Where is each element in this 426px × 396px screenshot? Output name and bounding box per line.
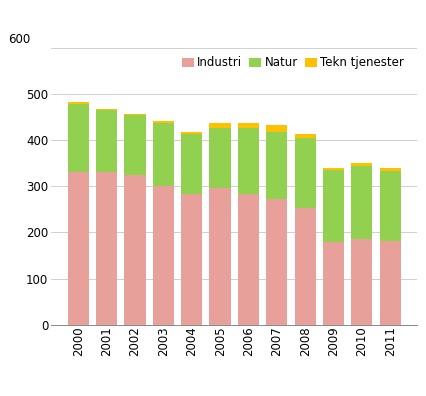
Bar xyxy=(323,242,344,325)
Bar xyxy=(68,172,89,325)
Bar xyxy=(266,125,288,131)
Bar xyxy=(351,162,372,166)
Bar xyxy=(181,134,202,194)
Bar xyxy=(323,168,344,170)
Bar xyxy=(181,131,202,134)
Bar xyxy=(96,172,118,325)
Bar xyxy=(380,171,401,241)
Bar xyxy=(68,103,89,104)
Bar xyxy=(238,194,259,325)
Bar xyxy=(294,208,316,325)
Bar xyxy=(266,131,288,198)
Bar xyxy=(294,138,316,208)
Bar xyxy=(351,166,372,239)
Bar xyxy=(210,123,231,128)
Bar xyxy=(96,109,118,110)
Bar xyxy=(68,104,89,172)
Bar xyxy=(181,194,202,325)
Legend: Industri, Natur, Tekn tjenester: Industri, Natur, Tekn tjenester xyxy=(182,56,404,69)
Bar xyxy=(153,186,174,325)
Bar xyxy=(380,168,401,171)
Bar xyxy=(210,128,231,188)
Bar xyxy=(380,241,401,325)
Bar xyxy=(153,123,174,186)
Bar xyxy=(210,188,231,325)
Bar xyxy=(294,134,316,137)
Bar xyxy=(96,110,118,172)
Bar xyxy=(238,123,259,128)
Bar xyxy=(266,198,288,325)
Bar xyxy=(124,114,146,115)
Bar xyxy=(351,239,372,325)
Text: 600: 600 xyxy=(9,33,31,46)
Bar xyxy=(238,128,259,194)
Bar xyxy=(124,115,146,175)
Bar xyxy=(323,170,344,242)
Bar xyxy=(124,175,146,325)
Bar xyxy=(153,122,174,123)
